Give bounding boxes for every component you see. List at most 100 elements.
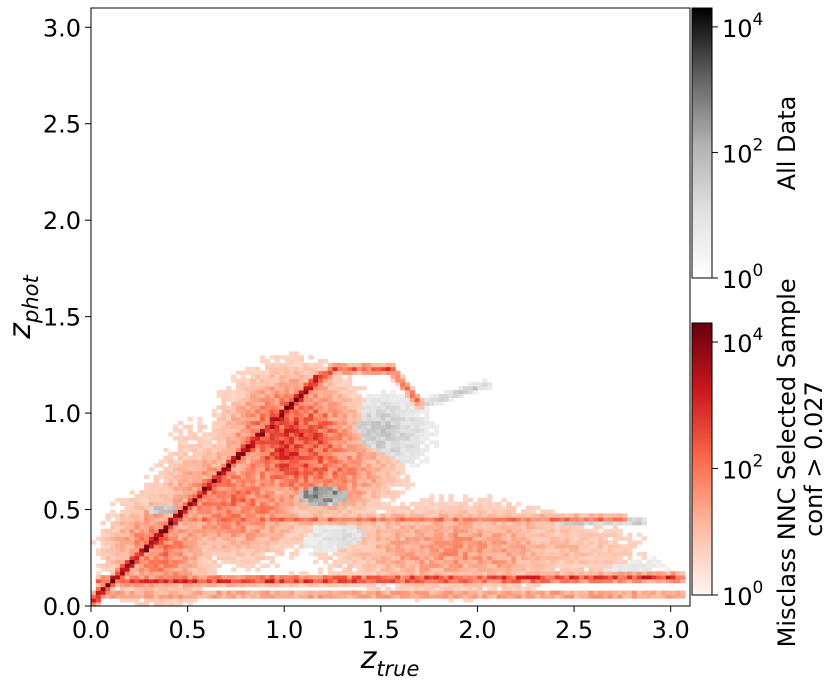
heatmap-cell-misclass bbox=[327, 459, 333, 464]
heatmap-cell-misclass bbox=[322, 463, 329, 468]
heatmap-cell-misclass bbox=[347, 559, 353, 564]
heatmap-cell-misclass bbox=[119, 590, 126, 595]
heatmap-cell-misclass bbox=[216, 536, 222, 541]
heatmap-cell-misclass bbox=[395, 571, 401, 576]
heatmap-cell-misclass bbox=[342, 509, 348, 514]
heatmap-cell-misclass bbox=[95, 548, 102, 553]
heatmap-cell-misclass bbox=[356, 443, 362, 449]
heatmap-cell-misclass bbox=[443, 559, 449, 564]
heatmap-cell-all-data bbox=[603, 521, 609, 526]
heatmap-cell-misclass bbox=[264, 474, 271, 480]
heatmap-cell-misclass bbox=[255, 428, 261, 433]
heatmap-cell-misclass bbox=[293, 548, 300, 553]
heatmap-cell-misclass bbox=[255, 551, 261, 557]
heatmap-cell-misclass bbox=[250, 509, 256, 514]
heatmap-cell-misclass bbox=[269, 370, 275, 375]
heatmap-cell-misclass bbox=[506, 509, 512, 514]
heatmap-cell-misclass bbox=[487, 551, 493, 557]
heatmap-cell-all-data bbox=[404, 405, 411, 410]
heatmap-cell-misclass bbox=[409, 509, 416, 514]
heatmap-cell-misclass bbox=[274, 393, 280, 399]
heatmap-cell-misclass bbox=[182, 517, 189, 522]
heatmap-cell-misclass bbox=[110, 528, 116, 534]
heatmap-cell-misclass bbox=[192, 528, 198, 534]
heatmap-cell-misclass bbox=[303, 501, 309, 507]
heatmap-cell-misclass bbox=[173, 567, 179, 572]
heatmap-cell-misclass bbox=[516, 548, 522, 553]
heatmap-cell-misclass bbox=[351, 389, 358, 395]
heatmap-cell-misclass bbox=[110, 509, 116, 514]
heatmap-cell-misclass bbox=[347, 582, 353, 588]
heatmap-cell-misclass bbox=[356, 524, 362, 530]
heatmap-cell-misclass bbox=[308, 467, 314, 472]
heatmap-cell-misclass bbox=[636, 594, 643, 599]
heatmap-cell-misclass bbox=[366, 467, 372, 472]
heatmap-cell-misclass bbox=[211, 467, 217, 472]
heatmap-cell-misclass bbox=[395, 532, 401, 537]
heatmap-cell-misclass bbox=[250, 513, 256, 518]
heatmap-cell-misclass bbox=[332, 416, 338, 422]
heatmap-cell-misclass bbox=[293, 455, 300, 460]
heatmap-cell-misclass bbox=[250, 590, 256, 595]
heatmap-cell-misclass bbox=[322, 590, 329, 595]
heatmap-cell-misclass bbox=[163, 590, 169, 595]
heatmap-cell-misclass bbox=[274, 509, 280, 514]
heatmap-cell-misclass bbox=[124, 544, 131, 549]
heatmap-cell-all-data bbox=[390, 424, 396, 429]
heatmap-cell-all-data bbox=[361, 416, 367, 422]
heatmap-cell-misclass bbox=[192, 490, 198, 495]
heatmap-cell-misclass bbox=[462, 548, 469, 553]
heatmap-cell-misclass bbox=[206, 436, 213, 441]
heatmap-cell-misclass bbox=[327, 563, 333, 568]
heatmap-cell-misclass bbox=[182, 555, 189, 561]
heatmap-cell-misclass bbox=[612, 540, 618, 545]
heatmap-cell-all-data bbox=[332, 524, 338, 530]
heatmap-cell-misclass bbox=[453, 548, 459, 553]
heatmap-cell-misclass bbox=[429, 575, 435, 580]
heatmap-cell-misclass bbox=[202, 497, 208, 503]
heatmap-cell-misclass bbox=[559, 536, 565, 541]
heatmap-cell-all-data bbox=[443, 393, 449, 399]
heatmap-cell-misclass bbox=[216, 528, 222, 534]
heatmap-cell-all-data bbox=[603, 567, 609, 572]
heatmap-cell-misclass bbox=[342, 447, 348, 453]
heatmap-cell-misclass bbox=[622, 575, 628, 580]
heatmap-cell-misclass bbox=[424, 544, 430, 549]
heatmap-cell-misclass bbox=[482, 571, 488, 576]
heatmap-cell-misclass bbox=[322, 409, 329, 414]
heatmap-cell-misclass bbox=[337, 382, 343, 387]
heatmap-cell-misclass bbox=[607, 594, 614, 599]
heatmap-cell-misclass bbox=[289, 482, 295, 487]
heatmap-cell-misclass bbox=[269, 482, 275, 487]
heatmap-cell-misclass bbox=[337, 413, 343, 418]
heatmap-cell-misclass bbox=[564, 548, 570, 553]
heatmap-cell-misclass bbox=[535, 582, 541, 588]
heatmap-cell-misclass bbox=[511, 532, 517, 537]
heatmap-cell-misclass bbox=[385, 586, 391, 591]
heatmap-cell-misclass bbox=[163, 470, 169, 476]
heatmap-cell-misclass bbox=[177, 602, 184, 607]
heatmap-cell-misclass bbox=[482, 559, 488, 564]
heatmap-cell-misclass bbox=[380, 532, 387, 537]
heatmap-cell-misclass bbox=[235, 486, 242, 491]
heatmap-cell-all-data bbox=[342, 544, 348, 549]
heatmap-cell-misclass bbox=[414, 571, 420, 576]
heatmap-cell-misclass bbox=[520, 567, 527, 572]
heatmap-cell-misclass bbox=[124, 528, 131, 534]
heatmap-cell-misclass bbox=[540, 548, 546, 553]
heatmap-cell-misclass bbox=[168, 517, 174, 522]
heatmap-cell-misclass bbox=[192, 586, 198, 591]
heatmap-cell-misclass bbox=[182, 563, 189, 568]
heatmap-cell-misclass bbox=[313, 416, 319, 422]
heatmap-cell-misclass bbox=[168, 540, 174, 545]
heatmap-cell-misclass bbox=[487, 497, 493, 503]
heatmap-cell-misclass bbox=[139, 536, 145, 541]
heatmap-cell-misclass bbox=[516, 594, 522, 599]
heatmap-cell-misclass bbox=[351, 405, 358, 410]
heatmap-cell-misclass bbox=[216, 389, 222, 395]
heatmap-cell-misclass bbox=[308, 413, 314, 418]
heatmap-cell-misclass bbox=[211, 497, 217, 503]
heatmap-cell-misclass bbox=[443, 517, 449, 522]
heatmap-cell-misclass bbox=[549, 513, 556, 518]
heatmap-cell-all-data bbox=[376, 393, 382, 399]
